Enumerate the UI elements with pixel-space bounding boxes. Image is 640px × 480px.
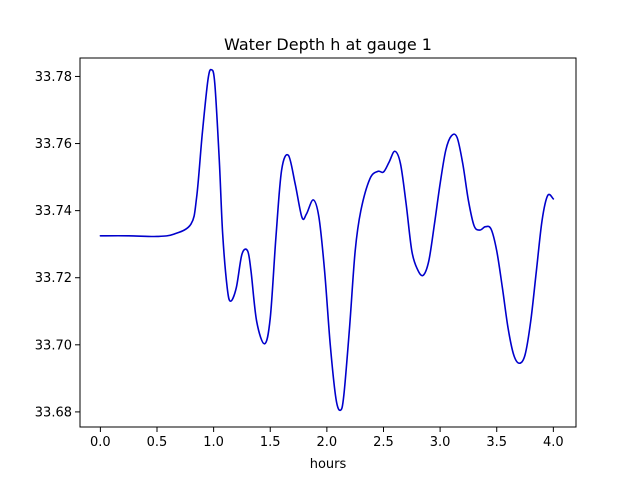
y-tick-label: 33.76 (35, 137, 72, 152)
y-tick-label: 33.70 (35, 338, 72, 353)
chart-title: Water Depth h at gauge 1 (224, 35, 432, 54)
y-tick-label: 33.78 (35, 70, 72, 85)
x-tick-label: 1.0 (203, 435, 224, 450)
y-tick-label: 33.74 (35, 204, 72, 219)
x-tick-label: 2.0 (317, 435, 338, 450)
x-axis: 0.0 0.5 1.0 1.5 2.0 2.5 3.0 3.5 4.0 (90, 427, 564, 450)
series-line (99, 68, 555, 412)
y-tick-label: 33.72 (35, 271, 72, 286)
x-tick-label: 2.5 (373, 435, 394, 450)
x-tick-label: 4.0 (543, 435, 564, 450)
x-tick-label: 3.5 (486, 435, 507, 450)
x-tick-label: 3.0 (430, 435, 451, 450)
x-axis-label: hours (310, 457, 347, 472)
y-axis: 33.68 33.70 33.72 33.74 33.76 33.78 (35, 70, 80, 420)
plot-frame (79, 57, 577, 428)
x-tick-label: 0.5 (147, 435, 168, 450)
y-tick-label: 33.68 (35, 405, 72, 420)
x-tick-label: 1.5 (260, 435, 281, 450)
x-tick-label: 0.0 (90, 435, 111, 450)
